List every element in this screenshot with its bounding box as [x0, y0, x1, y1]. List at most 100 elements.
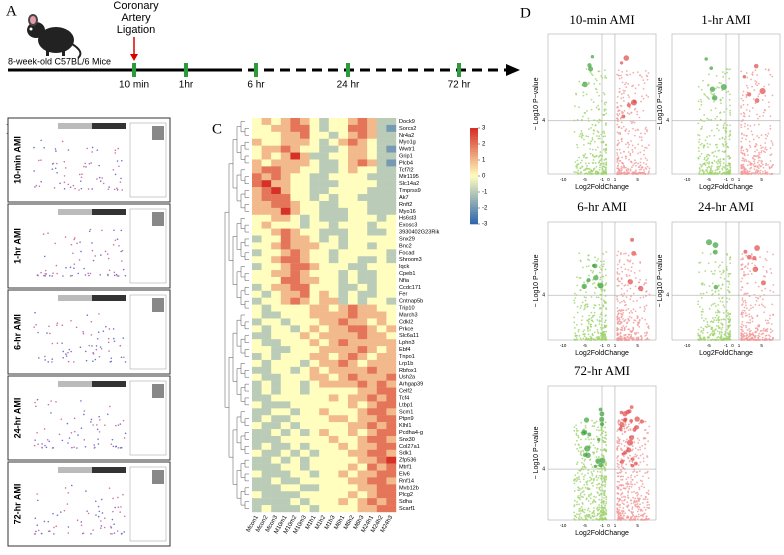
volcano-point: [574, 443, 577, 446]
mini-point: [120, 250, 122, 253]
volcano-point: [616, 307, 619, 309]
volcano-point: [580, 304, 583, 307]
volcano-point: [586, 164, 588, 167]
volcano-point: [711, 173, 714, 175]
heatmap-cell: [376, 339, 387, 347]
volcano-point: [578, 510, 581, 512]
colorbar-step: [470, 180, 478, 184]
heatmap-cell: [386, 256, 397, 264]
heatmap-cell: [252, 477, 262, 485]
heatmap-cell: [338, 318, 349, 326]
heatmap-cell: [367, 297, 377, 305]
heatmap-cell: [252, 463, 262, 471]
mini-bar: [152, 470, 164, 484]
mini-point: [94, 255, 96, 257]
volcano-point: [721, 150, 724, 153]
heatmap-cell: [290, 173, 301, 181]
volcano-point: [581, 165, 584, 168]
volcano-point: [619, 320, 622, 323]
heatmap-cell: [271, 477, 281, 485]
heatmap-cell: [376, 194, 387, 202]
mini-point: [80, 524, 83, 527]
heatmap-cell: [280, 276, 291, 285]
volcano-point: [646, 464, 648, 466]
heatmap-cell: [338, 145, 349, 153]
heatmap-cell: [348, 408, 358, 416]
volcano-point: [638, 319, 641, 322]
mini-point: [63, 509, 66, 512]
volcano-point: [723, 306, 726, 308]
volcano-point: [597, 483, 600, 485]
colorbar-step: [470, 195, 478, 198]
volcano-point: [617, 328, 620, 330]
volcano-point-sig: [583, 430, 588, 435]
volcano-point: [589, 325, 592, 328]
volcano-point: [617, 139, 620, 142]
heatmap-cell: [386, 180, 397, 188]
volcano-point: [747, 273, 750, 276]
volcano-point: [707, 83, 710, 86]
volcano-point: [580, 468, 583, 471]
volcano-point: [621, 300, 623, 303]
volcano-point: [584, 304, 587, 306]
volcano-point: [597, 513, 600, 516]
volcano-point: [751, 336, 754, 339]
volcano-point: [605, 478, 608, 481]
volcano-point: [742, 90, 745, 93]
volcano-point: [583, 459, 586, 462]
volcano-point: [617, 126, 620, 129]
volcano-point: [702, 172, 705, 175]
mini-point: [114, 239, 117, 242]
mini-point: [107, 341, 110, 344]
volcano-point-sig: [621, 114, 626, 119]
volcano-point: [728, 298, 731, 300]
dendrogram: [244, 335, 249, 343]
heatmap-cell: [376, 353, 387, 361]
dendrogram: [244, 273, 249, 281]
heatmap-cell: [376, 124, 387, 133]
heatmap-cell: [367, 200, 377, 209]
volcano-point: [599, 151, 602, 153]
volcano-point: [621, 449, 624, 452]
volcano-point-sig: [597, 282, 604, 289]
volcano-point: [616, 492, 619, 495]
heatmap-cell: [376, 270, 387, 278]
volcano-point: [716, 336, 719, 339]
mini-point: [38, 159, 40, 162]
volcano-point: [627, 307, 630, 310]
volcano-title: 1-hr AMI: [701, 12, 750, 27]
volcano-point: [700, 152, 703, 155]
heatmap-cell: [252, 366, 262, 374]
heatmap-cell: [328, 228, 339, 236]
volcano-point: [605, 122, 607, 125]
volcano-point: [742, 103, 745, 106]
volcano-point: [627, 333, 630, 336]
volcano-point: [751, 71, 754, 74]
volcano-point: [713, 159, 716, 162]
volcano-point: [620, 510, 623, 512]
volcano-point: [646, 75, 649, 78]
heatmap-cell: [319, 477, 329, 485]
volcano-point: [717, 149, 720, 152]
mini-point: [47, 403, 50, 406]
mini-point: [91, 249, 94, 252]
volcano-point: [620, 470, 623, 473]
heatmap-cell: [261, 249, 272, 257]
heatmap-cell: [348, 456, 358, 464]
volcano-point: [764, 287, 767, 290]
volcano-point: [592, 438, 595, 441]
volcano-point-sig: [619, 459, 625, 464]
colorbar-step: [470, 190, 478, 194]
heatmap: Dock9Sorcs2Nr4a2Myo1gWwtr1Grip1Plcb4Tcf7…: [224, 118, 488, 535]
heatmap-cell: [376, 228, 387, 236]
mini-point: [95, 514, 97, 516]
heatmap-cell: [357, 256, 368, 264]
mini-point: [116, 238, 119, 240]
volcano-point: [575, 324, 578, 326]
heatmap-cell: [357, 118, 368, 126]
volcano-point: [744, 122, 746, 125]
heatmap-cell: [348, 442, 358, 450]
heatmap-cell: [367, 228, 377, 236]
volcano-point: [707, 157, 710, 160]
heatmap-cell: [367, 318, 377, 326]
